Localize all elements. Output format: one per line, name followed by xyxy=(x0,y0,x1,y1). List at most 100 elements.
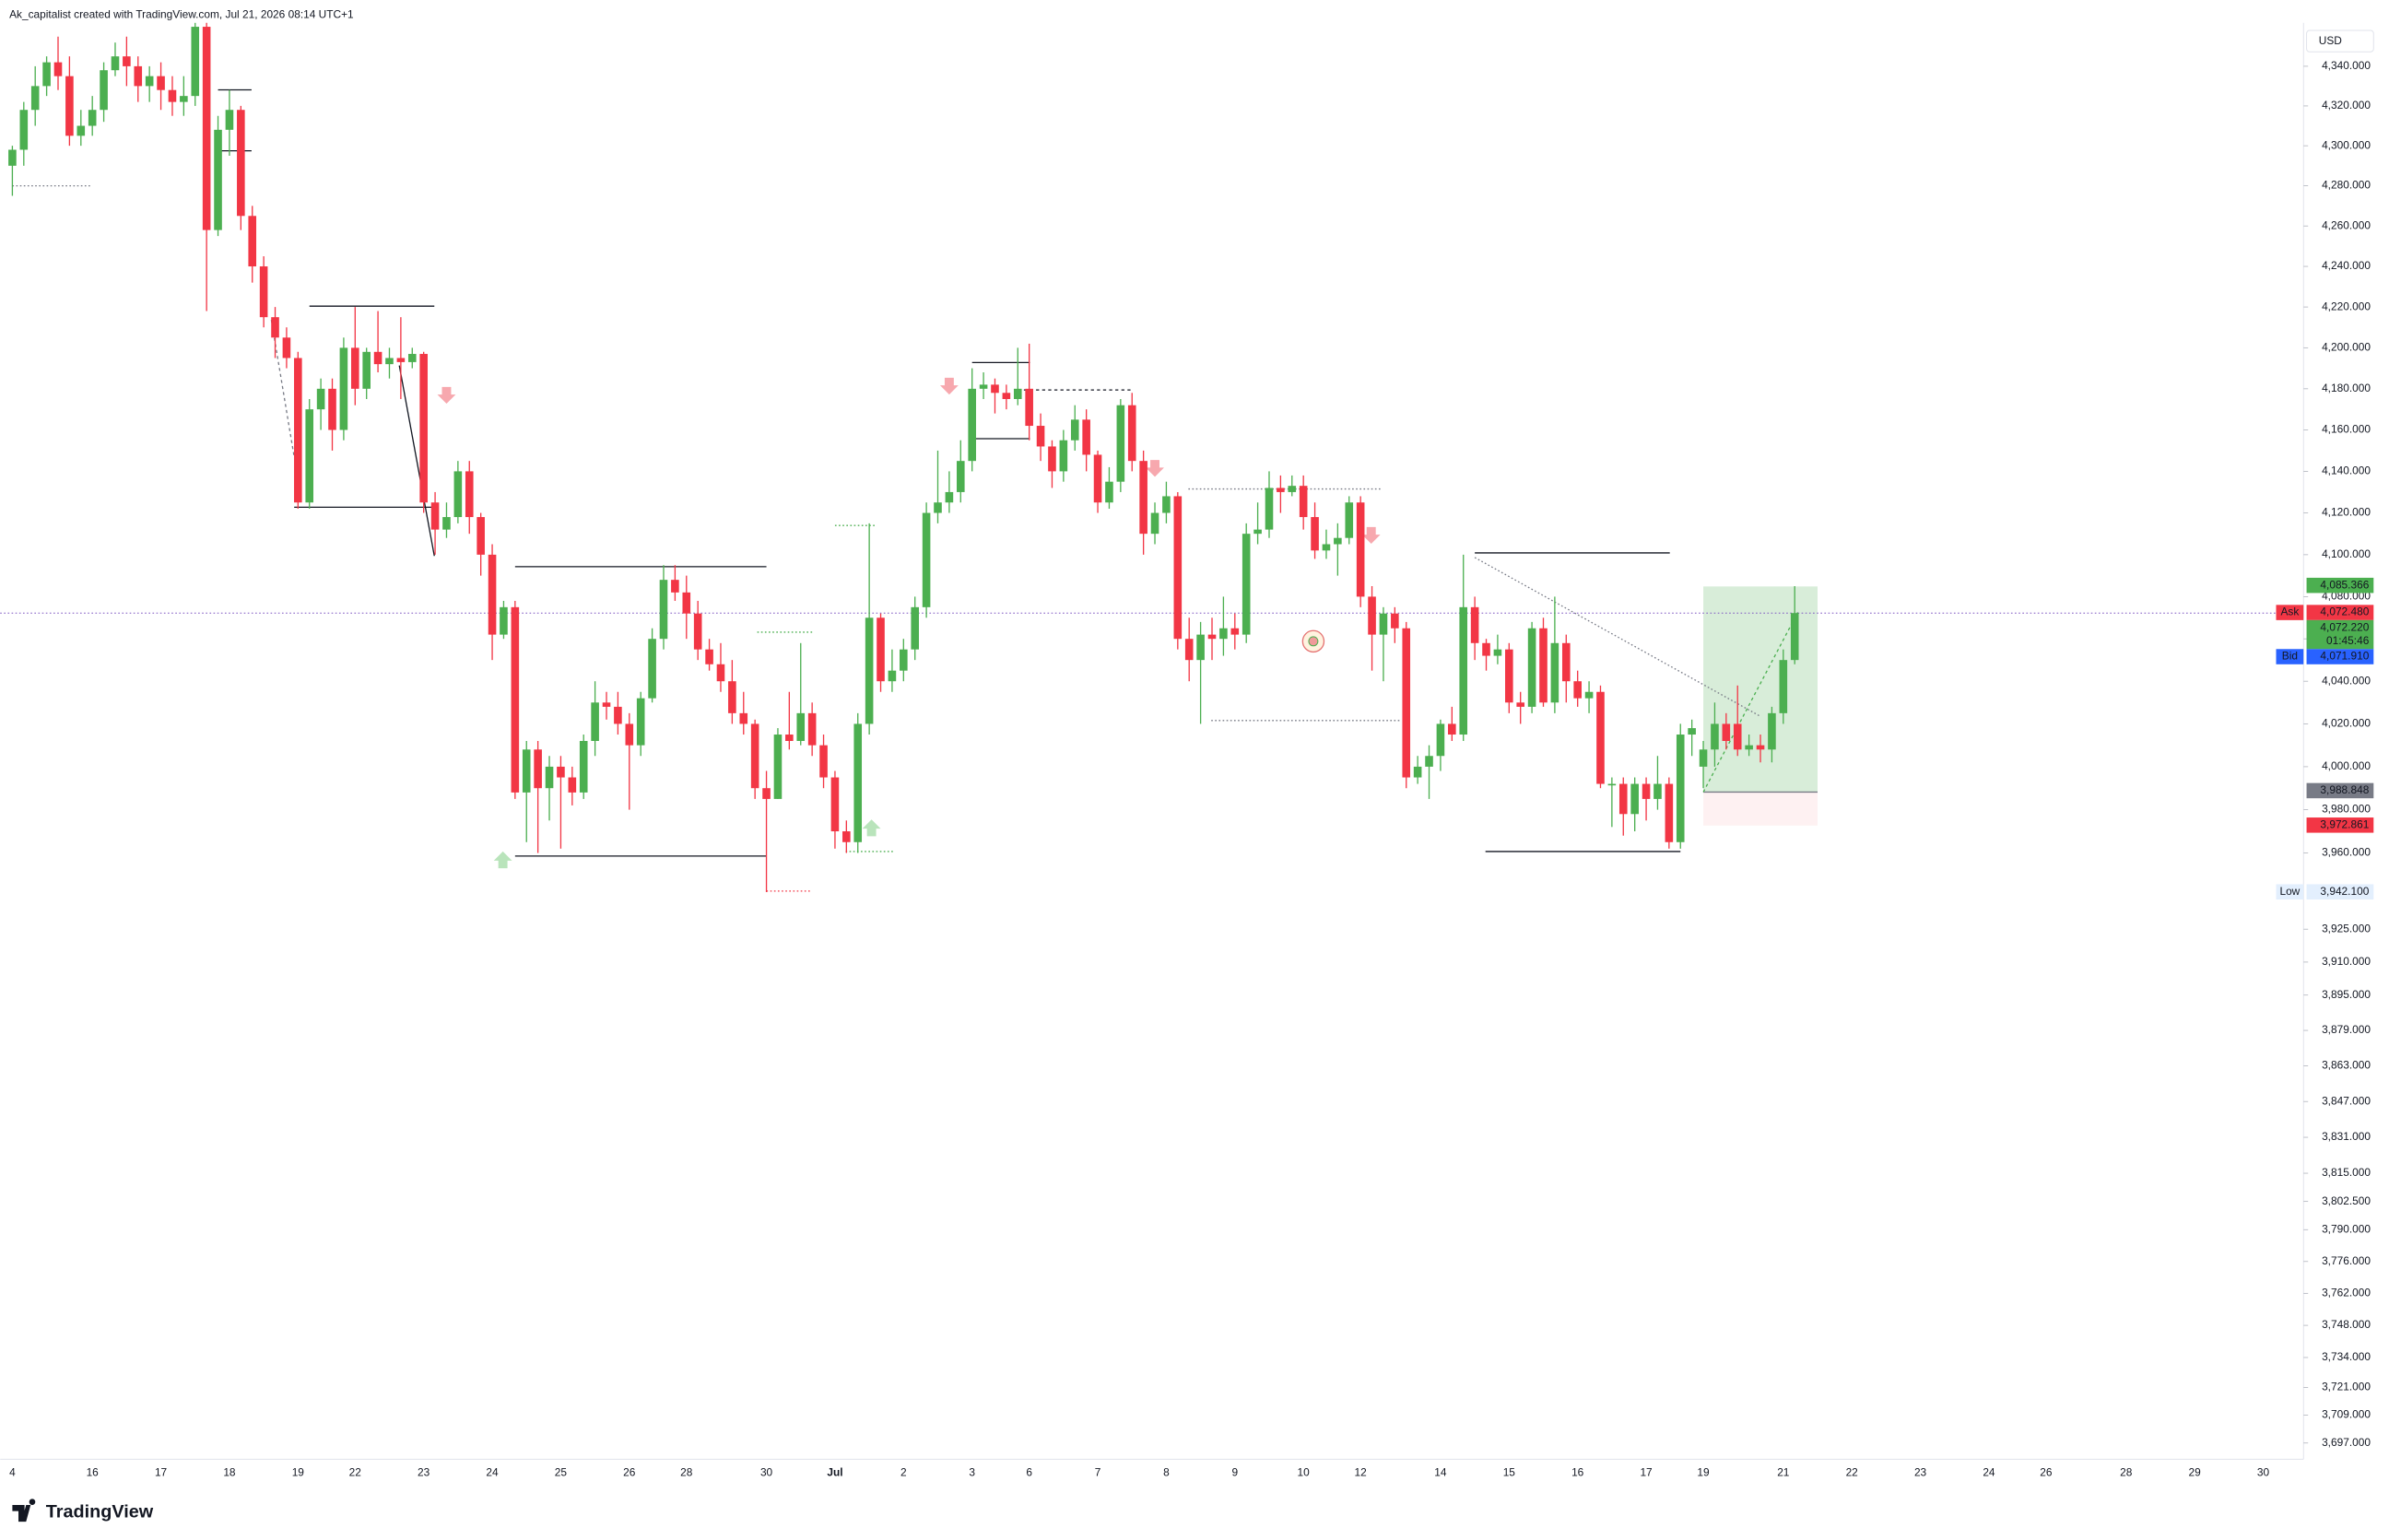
candle-body xyxy=(1253,529,1262,535)
x-tick-label: 29 xyxy=(2188,1465,2201,1478)
price-badge-label: 4,072.220 xyxy=(2320,620,2369,633)
candle-body xyxy=(465,471,474,518)
sell-arrow xyxy=(437,386,456,404)
candle-body xyxy=(1722,723,1731,741)
candle-body xyxy=(328,388,336,430)
candle-body xyxy=(214,129,222,230)
candle-body xyxy=(1630,783,1639,815)
candle-body xyxy=(1745,745,1753,750)
x-tick-label: Jul xyxy=(827,1465,842,1478)
candle-body xyxy=(42,62,51,87)
candle-body xyxy=(1642,783,1651,799)
candle-body xyxy=(271,317,279,338)
candle-body xyxy=(453,471,463,518)
price-badge-label: 4,072.480 xyxy=(2320,605,2369,618)
candle-body xyxy=(682,592,691,614)
candle-body xyxy=(88,110,97,126)
y-tick-label: 3,709.000 xyxy=(2322,1408,2371,1421)
candle-body xyxy=(739,712,748,724)
candle-body xyxy=(591,702,599,741)
x-tick-label: 26 xyxy=(623,1465,636,1478)
x-tick-label: 4 xyxy=(9,1465,16,1478)
candle-body xyxy=(1334,537,1342,545)
y-tick-label: 4,220.000 xyxy=(2322,300,2371,312)
y-tick-label: 4,260.000 xyxy=(2322,218,2371,231)
price-badge-label: 4,071.910 xyxy=(2320,650,2369,663)
candle-body xyxy=(1322,544,1331,551)
candle-body xyxy=(1699,749,1708,767)
candle-body xyxy=(1345,502,1354,538)
candle-body xyxy=(877,617,885,682)
candle-body xyxy=(1059,440,1068,472)
logo-mark xyxy=(12,1499,36,1522)
candle-body xyxy=(568,777,577,793)
y-tick-label: 4,020.000 xyxy=(2322,717,2371,730)
candle-body xyxy=(1173,496,1183,640)
candle-body xyxy=(1550,642,1559,703)
x-tick-label: 26 xyxy=(2040,1465,2053,1478)
y-tick-label: 4,040.000 xyxy=(2322,674,2371,687)
candle-body xyxy=(557,766,565,778)
x-tick-label: 9 xyxy=(1231,1465,1238,1478)
x-tick-label: 6 xyxy=(1026,1465,1032,1478)
y-tick-label: 3,895.000 xyxy=(2322,988,2371,1001)
x-tick-label: 28 xyxy=(680,1465,693,1478)
candle-body xyxy=(316,388,325,410)
candle-body xyxy=(1653,783,1662,799)
price-badge-label: 4,085.366 xyxy=(2320,578,2369,591)
x-tick-label: 24 xyxy=(486,1465,499,1478)
candle-body xyxy=(1013,388,1022,399)
candle-body xyxy=(111,56,120,71)
candle-body xyxy=(145,76,154,87)
price-badge xyxy=(2306,577,2374,594)
y-tick-label: 3,910.000 xyxy=(2322,955,2371,968)
x-tick-label: 22 xyxy=(1846,1465,1859,1478)
sell-arrow xyxy=(1361,526,1381,545)
candle-body xyxy=(625,723,634,746)
y-tick-label: 4,160.000 xyxy=(2322,423,2371,436)
candle-body xyxy=(1561,642,1571,682)
candle-body xyxy=(934,502,942,513)
countdown: 01:45:46 xyxy=(2326,634,2370,647)
candle-body xyxy=(1230,628,1240,635)
price-badge xyxy=(2306,884,2374,899)
y-tick-label: 4,000.000 xyxy=(2322,759,2371,772)
x-tick-label: 30 xyxy=(2257,1465,2270,1478)
y-tick-label: 4,100.000 xyxy=(2322,547,2371,560)
candle-body xyxy=(602,702,611,707)
candle-body xyxy=(693,613,702,650)
candle-body xyxy=(1265,488,1274,530)
y-tick-label: 3,863.000 xyxy=(2322,1059,2371,1072)
candle-body xyxy=(1402,628,1411,778)
y-tick-label: 3,960.000 xyxy=(2322,846,2371,859)
x-tick-label: 23 xyxy=(418,1465,430,1478)
candle-body xyxy=(373,351,382,365)
candle-body xyxy=(728,681,736,713)
candle-body xyxy=(430,502,440,530)
candle-body xyxy=(614,706,622,724)
candle-body xyxy=(750,723,759,789)
candle-body xyxy=(168,89,177,102)
candle-body xyxy=(1139,461,1147,535)
x-tick-label: 2 xyxy=(900,1465,907,1478)
price-badge xyxy=(2306,619,2374,650)
x-tick-label: 23 xyxy=(1914,1465,1927,1478)
candle-body xyxy=(1756,745,1765,750)
candle-body xyxy=(1184,639,1194,661)
y-tick-label: 3,697.000 xyxy=(2322,1436,2371,1449)
x-tick-label: 15 xyxy=(1503,1465,1516,1478)
candle-body xyxy=(922,512,931,607)
candle-body xyxy=(1311,517,1319,551)
candle-body xyxy=(1048,446,1056,472)
x-tick-label: 8 xyxy=(1163,1465,1170,1478)
candle-body xyxy=(545,766,554,789)
candle-body xyxy=(1618,783,1628,815)
currency-box[interactable] xyxy=(2306,29,2374,53)
x-tick-label: 17 xyxy=(155,1465,168,1478)
candle-body xyxy=(350,347,359,389)
candle-body xyxy=(659,580,668,640)
price-badge xyxy=(2306,605,2374,620)
header-text: Ak_capitalist created with TradingView.c… xyxy=(9,8,354,21)
candle-body xyxy=(442,517,451,530)
